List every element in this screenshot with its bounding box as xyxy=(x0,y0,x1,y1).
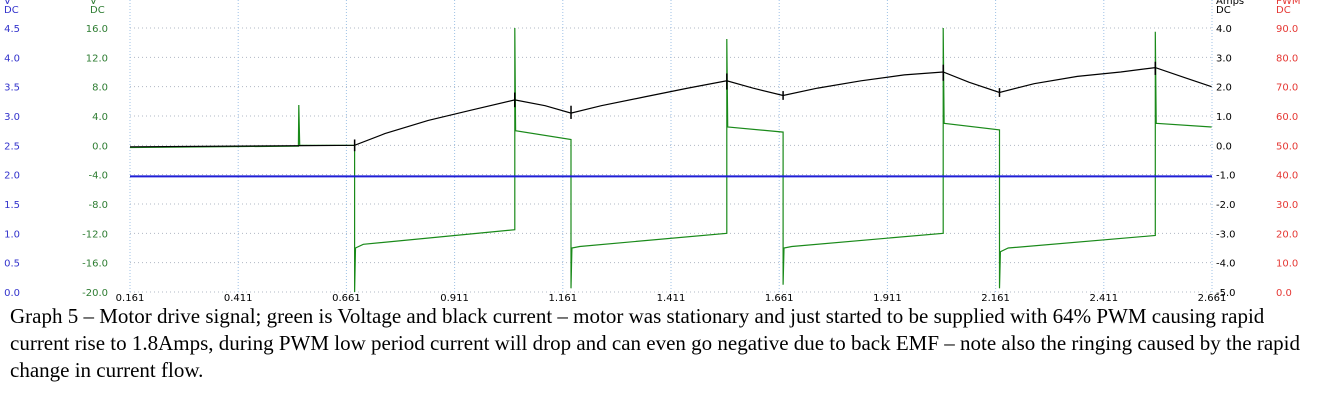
axis-tick-label: 4.0 xyxy=(92,112,108,123)
x-tick-label: 0.161 xyxy=(116,293,145,302)
axis-tick-label: 2.5 xyxy=(4,141,20,152)
x-tick-label: 2.411 xyxy=(1089,293,1118,302)
x-tick-label: 2.661 xyxy=(1198,293,1227,302)
axis-tick-label: 4.0 xyxy=(4,53,20,64)
axis-unit-label: DC xyxy=(90,5,105,16)
x-tick-label: 1.661 xyxy=(765,293,794,302)
axis-unit-label: DC xyxy=(1276,5,1291,16)
axis-tick-label: 3.0 xyxy=(4,112,20,123)
axis-tick-label: -12.0 xyxy=(82,229,108,240)
axis-tick-label: 16.0 xyxy=(86,24,108,35)
axis-tick-label: 3.5 xyxy=(4,83,20,94)
axis-unit-label: V xyxy=(4,0,11,7)
x-tick-label: 0.911 xyxy=(440,293,469,302)
chart-grid xyxy=(129,0,1213,293)
axis-tick-label: 0.0 xyxy=(92,141,108,152)
axis-tick-label: 70.0 xyxy=(1276,83,1298,94)
axis-unit-label: PWM xyxy=(1276,0,1301,7)
axis-tick-label: 0.5 xyxy=(4,259,20,270)
axis-tick-label: -5.0 xyxy=(1216,288,1236,299)
axis-tick-label: 0.0 xyxy=(1276,288,1292,299)
axis-tick-label: -3.0 xyxy=(1216,229,1236,240)
x-tick-label: 1.161 xyxy=(548,293,577,302)
trace-current xyxy=(129,66,1212,148)
x-tick-label: 0.661 xyxy=(332,293,361,302)
axis-tick-label: 20.0 xyxy=(1276,229,1298,240)
figure-caption: Graph 5 – Motor drive signal; green is V… xyxy=(10,304,1301,382)
axis-unit-label: Amps xyxy=(1216,0,1244,7)
axis-unit-label: V xyxy=(90,0,97,7)
axis-tick-label: 10.0 xyxy=(1276,259,1298,270)
x-tick-label: 1.411 xyxy=(657,293,686,302)
axis-tick-label: 1.0 xyxy=(1216,112,1232,123)
axis-tick-label: -8.0 xyxy=(88,200,108,211)
axis-tick-label: 3.0 xyxy=(1216,53,1232,64)
axis-unit-label: DC xyxy=(1216,5,1231,16)
axis-unit-label: DC xyxy=(4,5,19,16)
oscilloscope-chart: VDC4.54.03.53.02.52.01.51.00.50.0VDC16.0… xyxy=(4,0,1301,302)
axis-tick-label: 8.0 xyxy=(92,83,108,94)
axis-tick-label: -20.0 xyxy=(82,288,108,299)
axis-tick-label: 30.0 xyxy=(1276,200,1298,211)
x-tick-label: 1.911 xyxy=(873,293,902,302)
axis-tick-label: 40.0 xyxy=(1276,171,1298,182)
axis-tick-label: 60.0 xyxy=(1276,112,1298,123)
axis-tick-label: 4.5 xyxy=(4,24,20,35)
axis-tick-label: -4.0 xyxy=(88,171,108,182)
axis-tick-label: 0.0 xyxy=(4,288,20,299)
axis-tick-label: 1.5 xyxy=(4,200,20,211)
axis-tick-label: 2.0 xyxy=(1216,83,1232,94)
axis-tick-label: -1.0 xyxy=(1216,171,1236,182)
axis-tick-label: -16.0 xyxy=(82,259,108,270)
axis-tick-label: 4.0 xyxy=(1216,24,1232,35)
axis-tick-label: -2.0 xyxy=(1216,200,1236,211)
x-tick-label: 2.161 xyxy=(981,293,1010,302)
chart-traces xyxy=(129,27,1212,293)
axis-tick-label: 12.0 xyxy=(86,53,108,64)
axis-tick-label: 2.0 xyxy=(4,171,20,182)
axis-tick-label: 80.0 xyxy=(1276,53,1298,64)
axis-tick-label: 0.0 xyxy=(1216,141,1232,152)
trace-voltage xyxy=(129,27,1212,293)
axis-tick-label: 90.0 xyxy=(1276,24,1298,35)
axis-tick-label: 1.0 xyxy=(4,229,20,240)
axis-labels: VDC4.54.03.53.02.52.01.51.00.50.0VDC16.0… xyxy=(4,0,1301,302)
x-tick-label: 0.411 xyxy=(224,293,253,302)
axis-tick-label: 50.0 xyxy=(1276,141,1298,152)
axis-tick-label: -4.0 xyxy=(1216,259,1236,270)
